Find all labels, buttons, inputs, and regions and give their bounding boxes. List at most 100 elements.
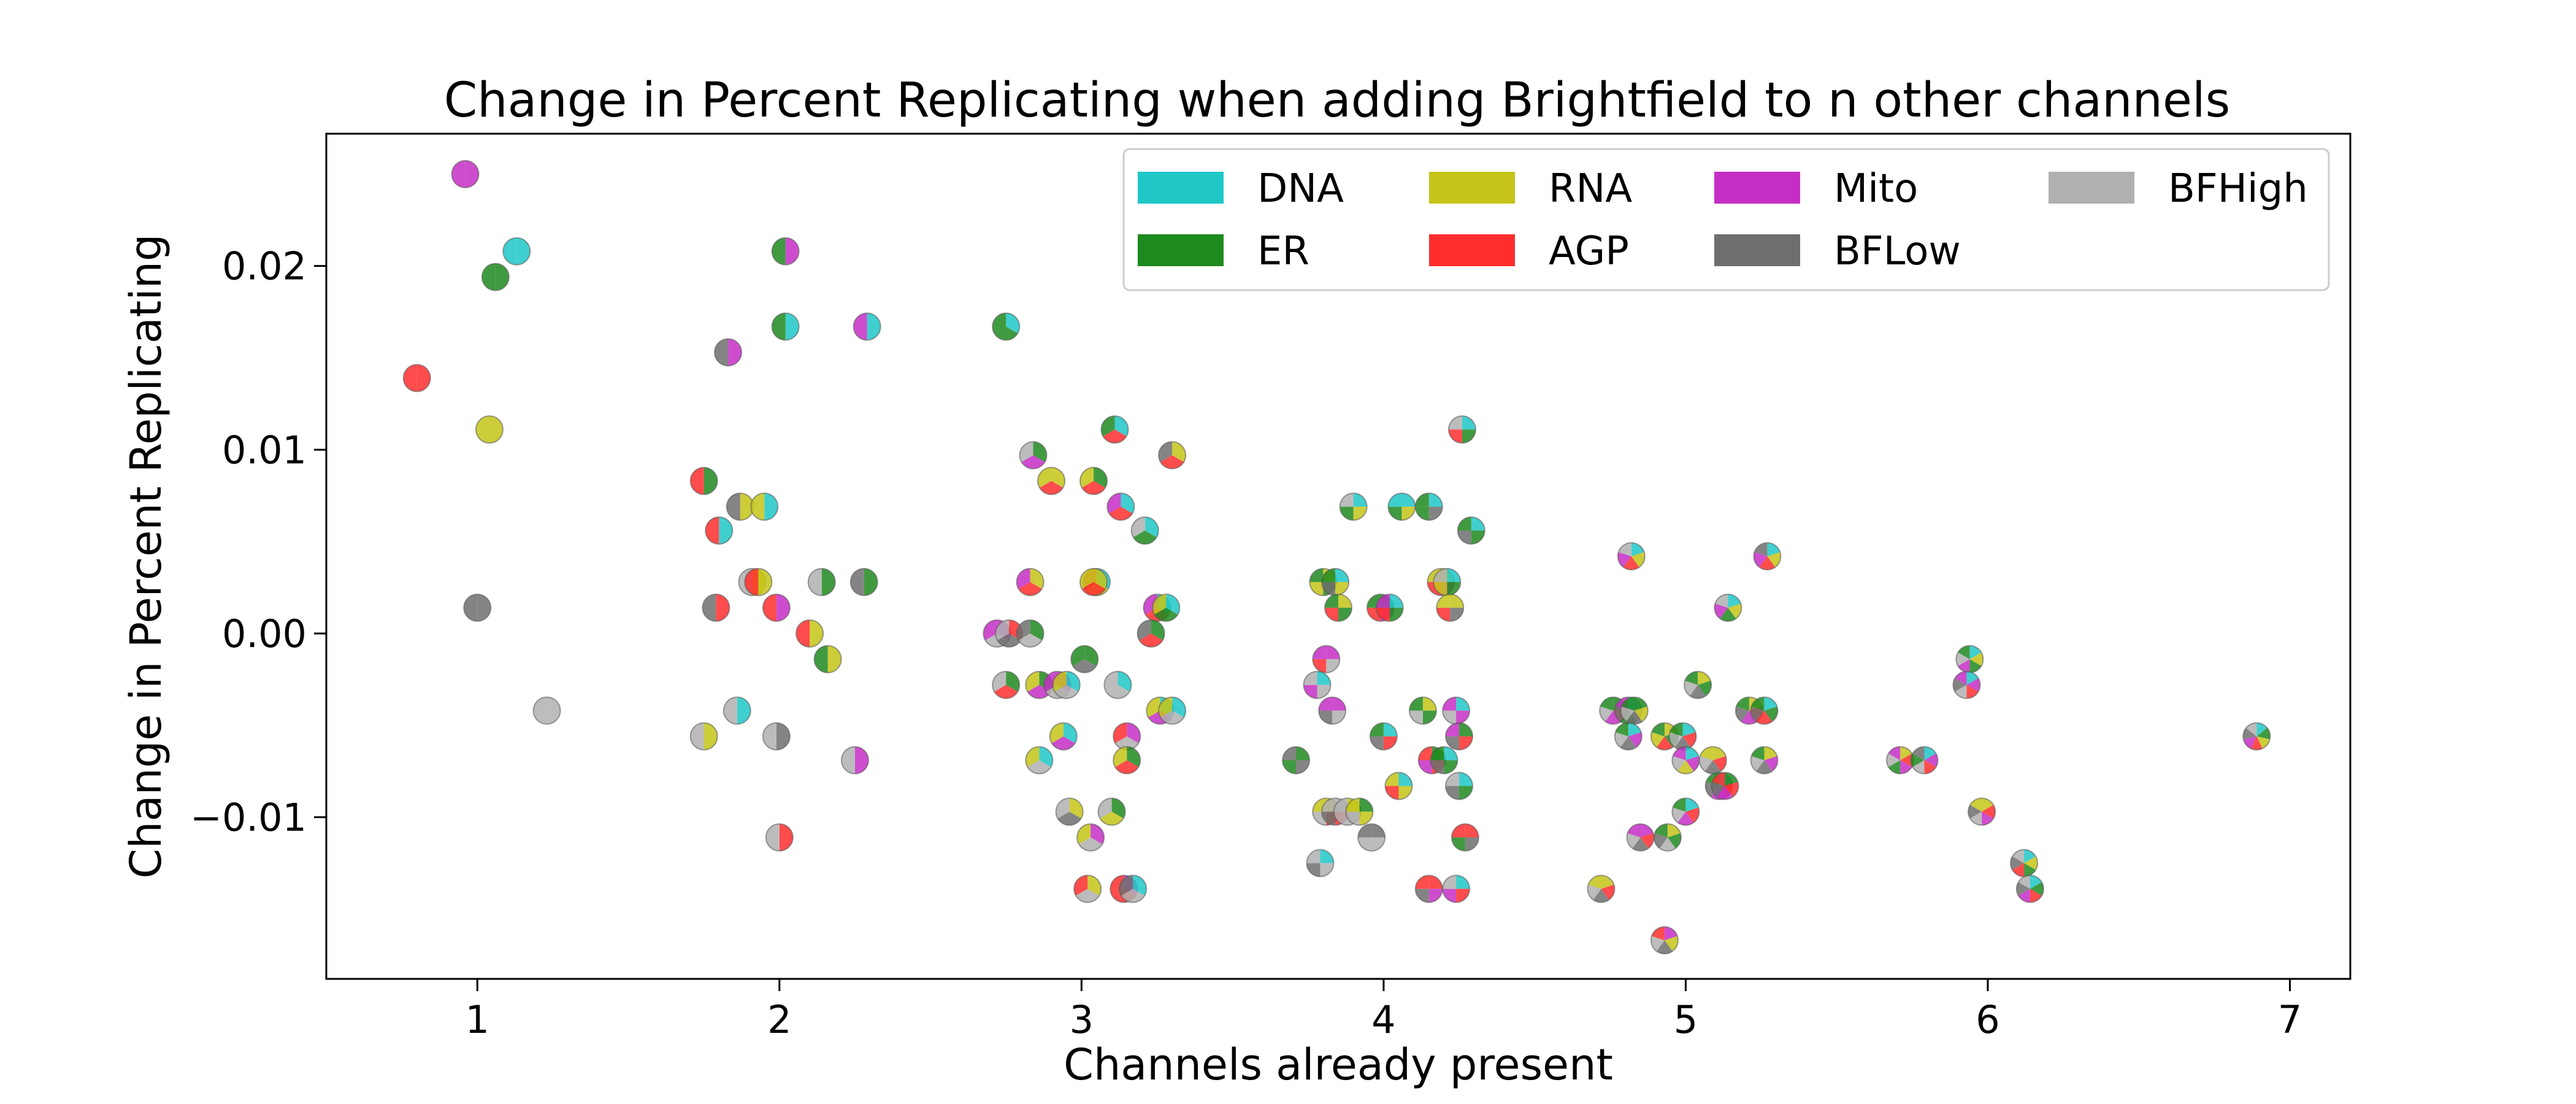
pie-wedge [776, 723, 790, 750]
pie-wedge [1704, 760, 1721, 774]
pie-wedge [1712, 756, 1727, 772]
pie-wedge [1160, 710, 1184, 724]
point-outline [1753, 542, 1782, 570]
pie-wedge [1605, 710, 1622, 724]
pie-wedge [1664, 936, 1678, 951]
data-point [1626, 823, 1655, 852]
point-outline [1345, 797, 1374, 826]
x-tick-label: 1 [466, 997, 489, 1042]
pie-wedge [1451, 824, 1465, 838]
pie-wedge [1303, 671, 1317, 685]
legend-label: BFHigh [2168, 166, 2308, 212]
pie-wedge [1409, 697, 1423, 711]
data-point [1447, 415, 1476, 444]
data-point [689, 467, 718, 496]
point-outline [532, 696, 561, 725]
point-outline [1408, 696, 1437, 725]
point-outline [1653, 823, 1682, 852]
pie-wedge [1924, 753, 1938, 767]
point-outline [463, 593, 492, 622]
pie-wedge [1447, 581, 1461, 596]
pie-wedge [1685, 746, 1699, 761]
data-point [714, 338, 743, 367]
data-point [1103, 670, 1132, 699]
pie-wedge [1587, 884, 1601, 900]
legend-label: ER [1257, 229, 1309, 274]
pie-wedge [1346, 811, 1360, 826]
pie-wedge [1631, 552, 1645, 567]
pie-wedge [1443, 875, 1457, 889]
point-outline [1684, 670, 1712, 699]
data-point [765, 823, 794, 852]
pie-wedge [1657, 736, 1673, 750]
pie-wedge [481, 263, 496, 291]
data-point [1753, 542, 1782, 570]
pie-wedge [1325, 594, 1338, 608]
point-outline [1076, 823, 1105, 852]
data-point [1445, 772, 1474, 800]
data-point [475, 415, 504, 444]
pie-wedge [1620, 736, 1636, 750]
pie-wedge [762, 594, 776, 621]
pie-wedge [1677, 811, 1694, 826]
pie-wedge [779, 824, 793, 851]
point-outline [451, 159, 480, 188]
pie-wedge [1433, 581, 1447, 596]
pie-wedge [1398, 786, 1413, 800]
x-tick-label: 2 [767, 997, 791, 1042]
pie-wedge [1654, 824, 1668, 838]
pie-wedge [1326, 645, 1340, 659]
legend-swatch [1429, 172, 1515, 204]
pie-wedge [690, 467, 704, 495]
pie-wedge [1725, 772, 1738, 786]
pie-wedge [1436, 594, 1451, 608]
point-outline [481, 263, 510, 291]
pie-wedge [489, 416, 503, 443]
pie-wedge [1398, 772, 1413, 786]
data-point [1711, 772, 1739, 800]
pie-wedge [719, 517, 733, 545]
point-outline [1303, 670, 1332, 699]
y-tick-label: 0.02 [222, 244, 307, 289]
pie-wedge [764, 493, 778, 521]
point-outline [1016, 567, 1045, 596]
data-points [402, 159, 2271, 955]
data-point [1079, 567, 1108, 596]
legend-frame [1122, 148, 2330, 291]
data-point [726, 493, 754, 521]
pie-wedge [1767, 543, 1781, 556]
point-outline [1119, 875, 1148, 903]
data-point [463, 593, 492, 622]
data-point [992, 670, 1021, 699]
pie-wedge [1340, 507, 1354, 521]
data-point [1113, 722, 1141, 751]
pie-wedge [1652, 927, 1665, 941]
pie-wedge [1640, 824, 1654, 838]
legend-label: BFLow [1834, 229, 1961, 274]
x-tick-label: 6 [1976, 997, 1999, 1042]
pie-wedge [1320, 849, 1334, 864]
point-outline [1650, 926, 1679, 955]
point-outline [1324, 593, 1352, 622]
pie-wedge [1715, 594, 1728, 608]
data-point [2242, 722, 2271, 751]
pie-wedge [1673, 798, 1686, 812]
data-point [1955, 645, 1984, 673]
pie-wedge [1133, 531, 1157, 545]
pie-wedge [1735, 706, 1749, 722]
pie-wedge [1027, 760, 1051, 774]
data-point [705, 516, 734, 545]
pie-wedge [1677, 760, 1694, 774]
pie-wedge [1621, 697, 1635, 711]
pie-wedge [1627, 824, 1641, 838]
point-outline [992, 312, 1021, 341]
pie-wedge [785, 313, 799, 340]
data-point [1079, 467, 1108, 496]
pie-wedge [475, 416, 489, 443]
pie-wedge [1659, 837, 1676, 851]
point-outline [762, 722, 791, 751]
data-point [1282, 746, 1311, 775]
pie-wedge [1741, 710, 1757, 724]
pie-wedge [762, 723, 776, 750]
pie-wedge [1465, 824, 1479, 838]
